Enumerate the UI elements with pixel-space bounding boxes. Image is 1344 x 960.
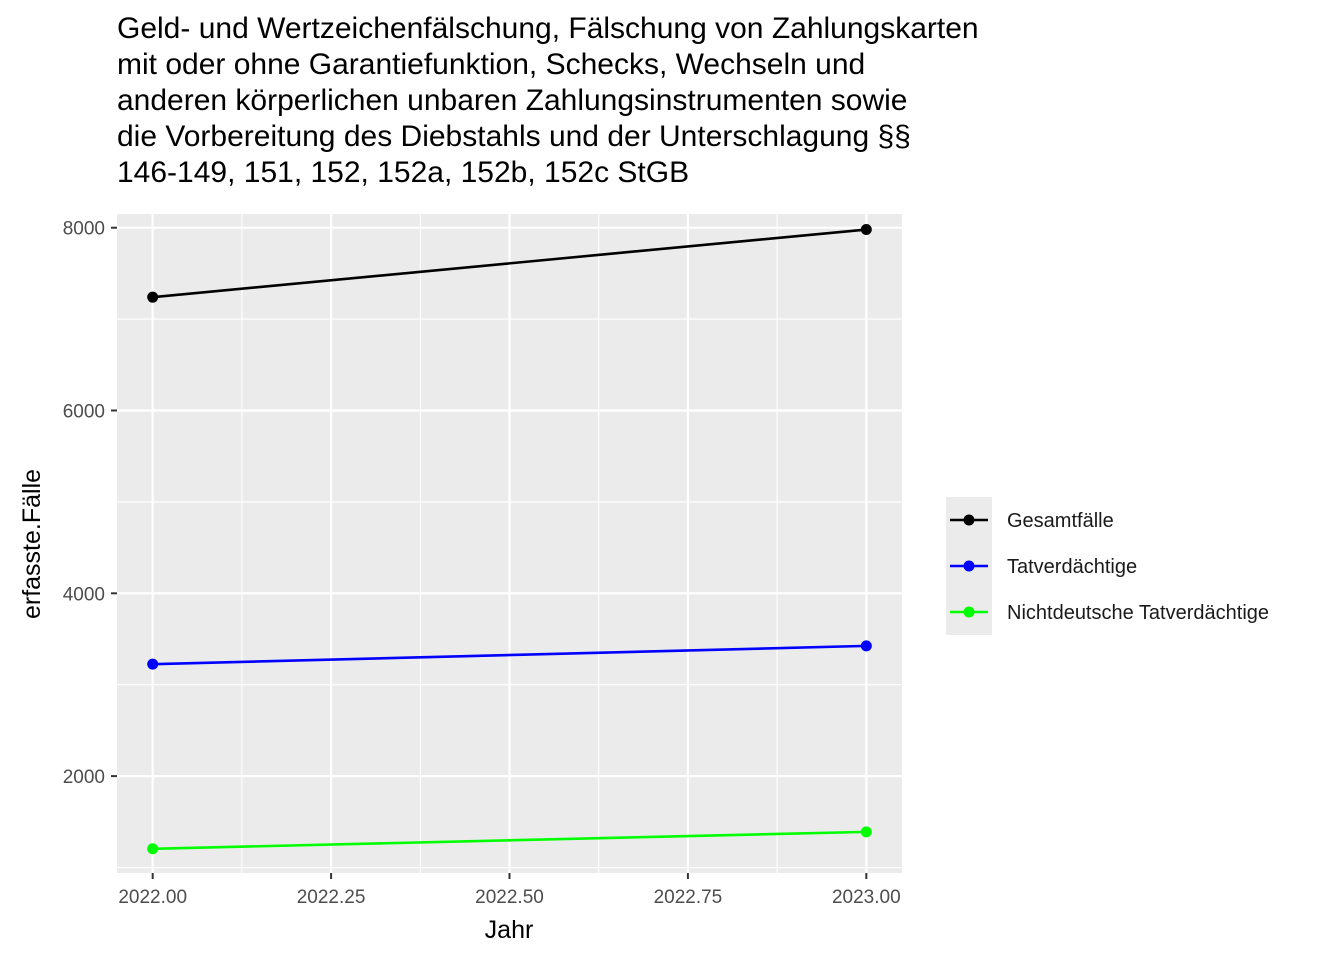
y-tick-label: 6000: [63, 402, 105, 423]
data-point: [147, 291, 159, 303]
y-tick-label: 8000: [63, 219, 105, 240]
legend-label: Tatverdächtige: [1007, 556, 1137, 578]
legend-label: Gesamtfälle: [1007, 510, 1114, 532]
legend: Gesamtfälle Tatverdächtige Nichtdeutsche T…: [946, 497, 1269, 635]
legend-key-point: [963, 514, 975, 526]
series-line: [152, 830, 867, 851]
x-tick-label: 2022.75: [654, 887, 723, 908]
y-axis-title: erfasste.Fälle: [18, 469, 46, 619]
y-tick-label: 4000: [63, 584, 105, 605]
major-gridlines: [117, 214, 902, 873]
data-point: [147, 658, 159, 670]
chart-title-line-3: anderen körperlichen unbaren Zahlungsins…: [117, 84, 908, 117]
series-layer: [147, 224, 872, 855]
y-tick-label: 2000: [63, 767, 105, 788]
series-line: [152, 228, 867, 299]
data-point: [860, 826, 872, 838]
data-point: [147, 843, 159, 855]
x-tick-label: 2022.25: [297, 887, 366, 908]
chart-title-line-1: Geld- und Wertzeichenfälschung, Fälschun…: [117, 12, 979, 45]
chart-title-line-4: die Vorbereitung des Diebstahls und der …: [117, 120, 911, 153]
x-tick-label: 2023.00: [832, 887, 901, 908]
x-tick-label: 2022.00: [118, 887, 187, 908]
data-point: [860, 640, 872, 652]
x-axis-title: Jahr: [485, 916, 534, 944]
axis-ticks: 2022.00 2022.25 2022.50 2022.75 2023.00 2000 4…: [63, 219, 901, 908]
legend-label: Nichtdeutsche Tatverdächtige: [1007, 602, 1269, 624]
legend-key-point: [963, 606, 975, 618]
x-tick-label: 2022.50: [475, 887, 544, 908]
chart-title-line-5: 146-149, 151, 152, 152a, 152b, 152c StGB: [117, 156, 690, 189]
series-line: [152, 644, 867, 666]
data-point: [860, 224, 872, 236]
chart-title-line-2: mit oder ohne Garantiefunktion, Schecks,…: [117, 48, 866, 81]
legend-key-point: [963, 560, 975, 572]
